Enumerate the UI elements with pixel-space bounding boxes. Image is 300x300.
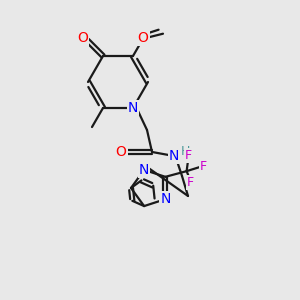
Text: O: O [77, 32, 88, 46]
Text: O: O [138, 31, 148, 45]
Text: N: N [128, 101, 138, 115]
Text: O: O [116, 145, 126, 159]
Text: F: F [185, 148, 192, 162]
Text: H: H [180, 146, 190, 158]
Text: N: N [169, 149, 179, 163]
Text: F: F [200, 160, 207, 172]
Text: N: N [160, 192, 171, 206]
Text: F: F [187, 176, 194, 189]
Text: N: N [139, 163, 149, 177]
